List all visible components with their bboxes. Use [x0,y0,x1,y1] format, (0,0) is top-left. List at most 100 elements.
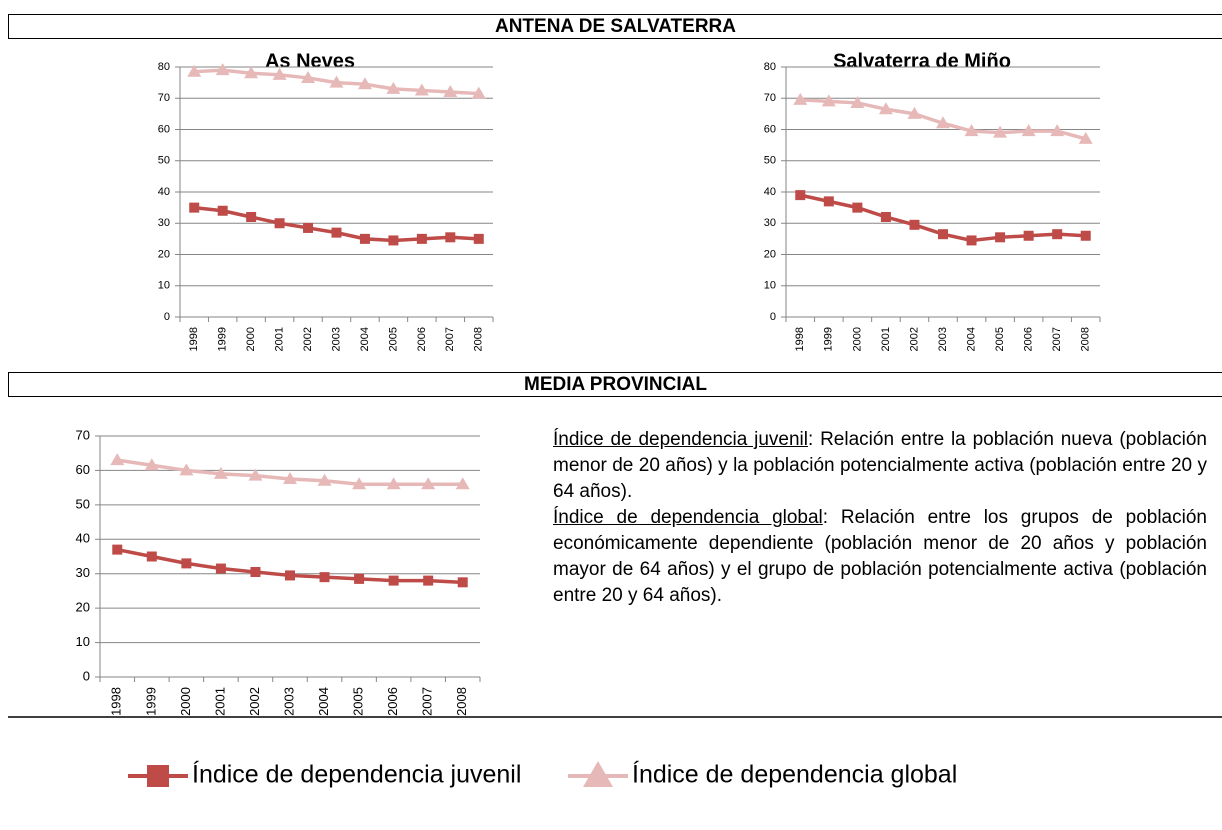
marker [354,573,365,584]
marker [283,472,297,485]
marker [388,235,399,246]
marker [386,81,401,94]
y-tick-label: 80 [764,61,776,73]
term: Índice de dependencia juvenil [553,429,808,450]
x-tick-label: 2008 [1080,327,1092,351]
x-tick-label: 2008 [454,687,469,716]
marker [1080,230,1091,241]
x-tick-label: 2001 [273,327,285,351]
marker [416,233,427,244]
marker [329,75,344,88]
x-tick-label: 2000 [178,687,193,716]
marker [285,570,295,581]
marker [793,92,808,105]
y-tick-label: 10 [158,280,170,292]
marker [938,229,948,240]
x-tick-label: 2006 [1023,327,1035,351]
marker [144,458,159,471]
y-tick-label: 50 [158,155,170,167]
marker [1050,124,1065,137]
x-tick-label: 2004 [359,327,371,351]
x-tick-label: 2008 [473,327,485,351]
marker [250,566,261,577]
y-tick-label: 20 [764,248,776,260]
x-tick-label: 2001 [880,327,892,351]
y-tick-label: 50 [76,496,90,511]
definitions: Índice de dependencia juvenil: Relación … [553,427,1207,609]
x-tick-label: 2006 [416,327,428,351]
section-header: MEDIA PROVINCIAL [8,372,1222,397]
legend-marker [583,761,613,787]
section-header: ANTENA DE SALVATERRA [8,14,1222,39]
term: Índice de dependencia global [553,507,823,528]
marker [1078,131,1093,144]
y-tick-label: 30 [764,217,776,229]
y-tick-label: 70 [76,427,90,442]
x-tick-label: 1998 [188,327,200,351]
marker [473,233,484,244]
y-tick-label: 20 [76,600,90,615]
marker [964,124,979,137]
y-tick-label: 70 [764,92,776,104]
x-tick-label: 2003 [330,327,342,351]
marker [179,463,194,476]
y-tick-label: 80 [158,61,170,73]
marker [215,63,230,76]
marker [455,477,470,490]
x-tick-label: 2005 [387,327,399,351]
marker [274,218,285,229]
marker [966,235,977,246]
y-tick-label: 60 [76,462,90,477]
marker [213,466,228,479]
x-tick-label: 1999 [823,327,835,351]
x-tick-label: 2002 [247,687,262,716]
marker [246,212,257,222]
chart-title: As Neves [265,50,355,72]
marker [423,575,434,586]
x-tick-label: 2004 [965,327,977,351]
y-tick-label: 50 [764,155,776,167]
marker [993,125,1008,138]
marker [414,83,429,96]
x-tick-label: 1999 [217,327,229,351]
y-tick-label: 0 [164,311,170,323]
marker [850,95,865,108]
legend-label: Índice de dependencia juvenil [192,760,521,789]
y-tick-label: 40 [76,531,90,546]
marker [244,66,259,79]
x-tick-label: 2007 [1051,327,1063,351]
marker [445,232,456,243]
legend-marker [147,765,169,787]
marker [217,205,228,216]
x-tick-label: 1999 [143,687,158,716]
x-tick-label: 2003 [281,687,296,716]
marker [359,233,370,244]
marker [388,575,399,586]
marker [181,558,192,569]
marker [823,196,834,207]
marker [907,106,922,119]
marker [995,232,1006,243]
marker [110,453,125,466]
y-tick-label: 0 [83,668,90,683]
marker [821,94,836,107]
marker [317,473,332,486]
marker [187,64,202,77]
marker [457,577,468,588]
marker [272,67,287,80]
marker [319,572,330,583]
y-tick-label: 10 [764,280,776,292]
marker [909,219,920,230]
definition: Índice de dependencia global: Relación e… [553,505,1207,609]
marker [386,477,401,490]
marker [880,212,891,222]
definition: Índice de dependencia juvenil: Relación … [553,427,1207,505]
marker [146,551,157,562]
chart-title: Salvaterra de Miño [833,50,1011,72]
x-tick-label: 2007 [444,327,456,351]
x-tick-label: 2005 [351,687,366,716]
marker [1021,124,1036,137]
y-tick-label: 30 [76,565,90,580]
